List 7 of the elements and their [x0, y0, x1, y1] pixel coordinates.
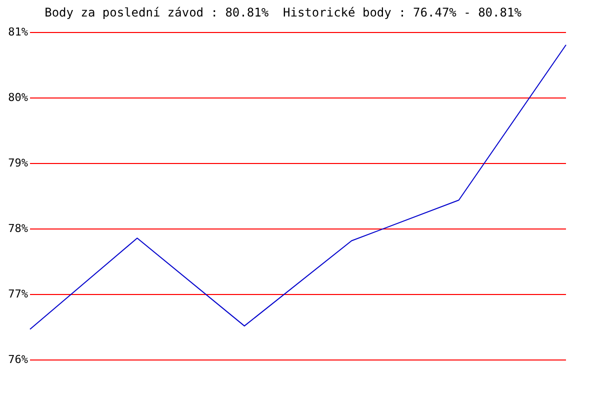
y-tick-label: 80%: [8, 90, 28, 104]
chart-title: Body za poslední závod : 80.81% Historické body : 76.47% - 80.81%: [44, 5, 522, 20]
y-tick-label: 78%: [8, 222, 28, 235]
y-tick-label: 76%: [8, 352, 28, 366]
y-tick-label: 81%: [8, 25, 28, 38]
y-tick-label: 79%: [8, 156, 28, 170]
y-tick-label: 77%: [8, 287, 28, 300]
